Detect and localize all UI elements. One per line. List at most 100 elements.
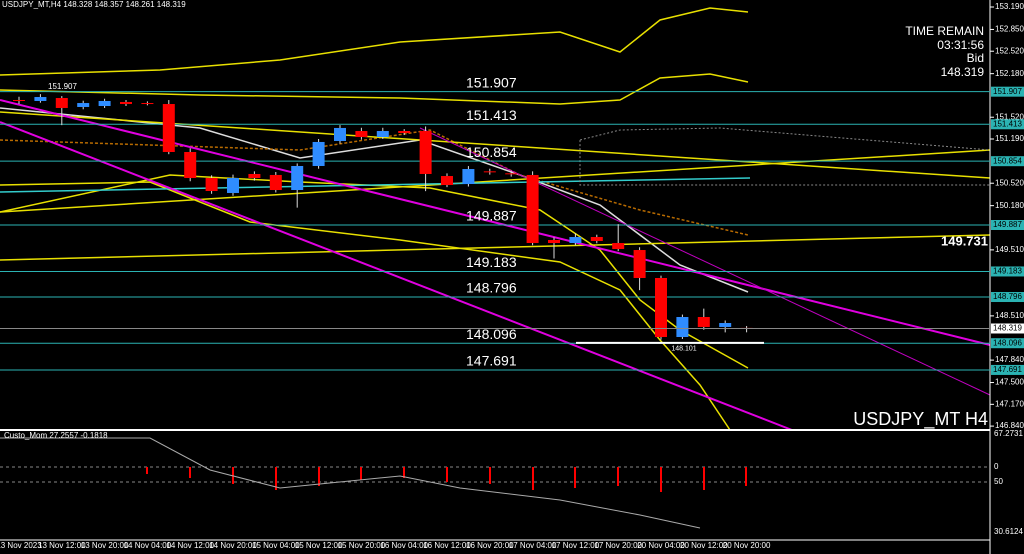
level-label: 149.887: [466, 208, 517, 224]
candle-body: [441, 176, 453, 186]
x-tick-label: 16 Nov 04:00: [380, 541, 428, 550]
timer-value: 03:31:56: [937, 38, 984, 52]
x-tick-label: 17 Nov 12:00: [552, 541, 600, 550]
x-tick-label: 15 Nov 12:00: [295, 541, 343, 550]
moving-average: [0, 107, 749, 293]
trendline: [0, 177, 751, 193]
channel-line: [0, 121, 793, 431]
candle-body: [655, 277, 667, 338]
trendline-label: 149.731: [941, 234, 988, 249]
current-price-box: [991, 323, 1024, 334]
x-tick-label: 20 Nov 04:00: [637, 541, 685, 550]
trendline: [0, 149, 991, 213]
level-axis-label: 150.854: [993, 156, 1022, 165]
level-label: 151.907: [466, 74, 517, 90]
indicator-scale: 50: [994, 477, 1003, 486]
level-label: 148.096: [466, 326, 517, 342]
indicator-label: Custo_Mom 27.2557 -0.1818: [4, 431, 108, 440]
candle-body: [633, 250, 646, 278]
candle-body: [205, 178, 218, 192]
y-tick-label: 153.190: [995, 2, 1024, 11]
channel-line: [419, 127, 991, 396]
level-axis-box: [991, 338, 1024, 349]
candle-body: [483, 171, 496, 173]
candle-body: [548, 239, 560, 244]
x-tick-label: 16 Nov 20:00: [466, 541, 514, 550]
candle-body: [590, 237, 603, 241]
y-tick-label: 150.180: [995, 201, 1024, 210]
level-axis-label: 148.096: [993, 338, 1022, 347]
candle-body: [697, 317, 710, 327]
level-axis-box: [991, 119, 1024, 130]
ma-dashed: [0, 129, 749, 236]
indicator-scale: 0: [994, 462, 999, 471]
level-axis-box: [991, 86, 1024, 97]
level-axis-box: [991, 266, 1024, 277]
candle-body: [505, 173, 518, 175]
x-tick-label: 17 Nov 20:00: [594, 541, 642, 550]
level-axis-box: [991, 364, 1024, 375]
chart-title: USDJPY_MT,H4 148.328 148.357 148.261 148…: [2, 0, 186, 9]
candle-body: [376, 131, 389, 138]
x-tick-label: 15 Nov 04:00: [252, 541, 300, 550]
low-marker-label: 148.101: [671, 346, 696, 353]
level-axis-box: [991, 219, 1024, 230]
level-axis-label: 149.887: [993, 220, 1022, 229]
candle-body: [355, 131, 368, 138]
candle-body: [77, 103, 90, 107]
x-tick-label: 13 Nov 20:00: [81, 541, 129, 550]
level-axis-label: 151.907: [993, 87, 1022, 96]
trendline: [0, 234, 991, 261]
indicator-scale: 67.2731: [994, 429, 1023, 438]
symbol-label: USDJPY_MT H4: [853, 409, 988, 430]
y-tick-label: 147.170: [995, 399, 1024, 408]
bollinger-upper-inner: [0, 73, 749, 105]
x-tick-label: 14 Nov 12:00: [166, 541, 214, 550]
high-label: 151.907: [48, 82, 77, 91]
x-tick-label: 20 Nov 12:00: [680, 541, 728, 550]
y-tick-label: 152.850: [995, 25, 1024, 34]
candle-body: [98, 100, 111, 106]
candle-body: [141, 103, 154, 105]
candle-body: [676, 317, 689, 338]
candle-body: [120, 101, 132, 105]
bollinger-upper: [0, 7, 749, 76]
level-label: 151.413: [466, 107, 517, 123]
candle-body: [34, 97, 47, 101]
candle-body: [55, 98, 68, 108]
level-label: 147.691: [466, 353, 517, 369]
y-tick-label: 152.520: [995, 46, 1024, 55]
candle-body: [719, 323, 732, 327]
level-axis-box: [991, 292, 1024, 303]
level-axis-label: 148.796: [993, 292, 1022, 301]
level-axis-label: 147.691: [993, 365, 1022, 374]
candle-body: [312, 141, 325, 166]
momentum-indicator: [0, 437, 990, 529]
y-tick-label: 147.500: [995, 378, 1024, 387]
level-label: 150.854: [466, 144, 517, 160]
y-tick-label: 147.840: [995, 355, 1024, 364]
x-tick-label: 13 Nov 2023: [0, 541, 42, 550]
current-price-label: 148.319: [993, 324, 1022, 333]
momentum-line: [0, 437, 701, 529]
x-tick-label: 20 Nov 20:00: [723, 541, 771, 550]
candle-body: [526, 174, 539, 244]
y-tick-label: 146.840: [995, 421, 1024, 430]
x-tick-label: 16 Nov 12:00: [423, 541, 471, 550]
x-tick-label: 14 Nov 04:00: [124, 541, 172, 550]
x-tick-label: 13 Nov 12:00: [38, 541, 86, 550]
y-tick-label: 152.180: [995, 69, 1024, 78]
candle-body: [13, 99, 25, 101]
candle-body: [291, 165, 304, 191]
level-axis-label: 151.413: [993, 119, 1022, 128]
candle-body: [612, 243, 625, 250]
candle-body: [227, 178, 239, 193]
candle-body: [184, 152, 197, 179]
bid-label: Bid: [967, 51, 984, 65]
candle-body: [419, 131, 432, 174]
level-label: 149.183: [466, 254, 517, 270]
candle-body: [398, 131, 411, 133]
y-tick-label: 151.520: [995, 112, 1024, 121]
y-tick-label: 148.510: [995, 311, 1024, 320]
